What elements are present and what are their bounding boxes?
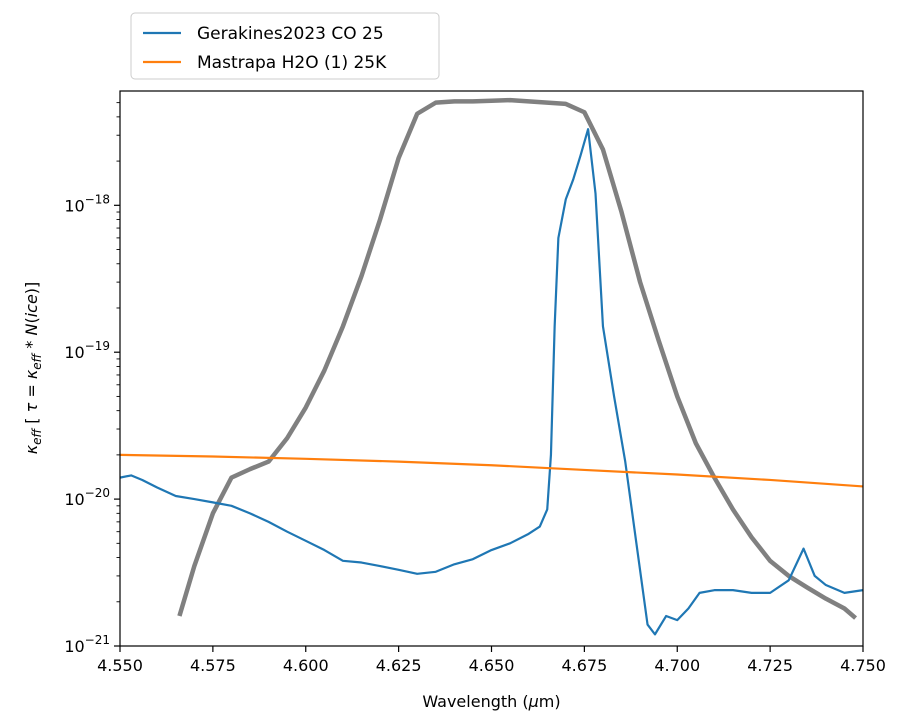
series-line-mastrapa-h2o-25k <box>119 453 864 488</box>
x-tick-label: 4.725 <box>747 656 793 675</box>
series-line-gerakines2023-co-25 <box>119 128 864 636</box>
legend: Gerakines2023 CO 25 Mastrapa H2O (1) 25K <box>130 12 440 80</box>
y-axis-label: κeff [ τ = κeff * N(ice)] <box>22 282 44 455</box>
ticks-layer: 4.550 4.575 4.600 4.625 4.650 4.675 4.700 4.725… <box>64 102 886 675</box>
legend-box <box>130 12 440 80</box>
x-tick-label: 4.600 <box>283 656 329 675</box>
y-tick-label: 10−21 <box>64 633 110 656</box>
y-tick-label: 10−19 <box>64 339 110 362</box>
x-tick-label: 4.675 <box>561 656 607 675</box>
y-tick-label: 10−20 <box>64 486 110 509</box>
y-tick-label: 10−18 <box>64 192 110 215</box>
series-layer <box>119 97 864 636</box>
legend-label-gerakines: Gerakines2023 CO 25 <box>197 24 384 44</box>
x-tick-label: 4.750 <box>840 656 886 675</box>
series-line-gray-curve <box>177 97 858 620</box>
x-tick-label: 4.550 <box>97 656 143 675</box>
x-axis-label: Wavelength (μm) <box>422 692 560 711</box>
x-tick-label: 4.625 <box>376 656 422 675</box>
x-tick-label: 4.700 <box>654 656 700 675</box>
x-tick-label: 4.650 <box>469 656 515 675</box>
x-tick-label: 4.575 <box>190 656 236 675</box>
legend-label-mastrapa: Mastrapa H2O (1) 25K <box>197 53 387 73</box>
